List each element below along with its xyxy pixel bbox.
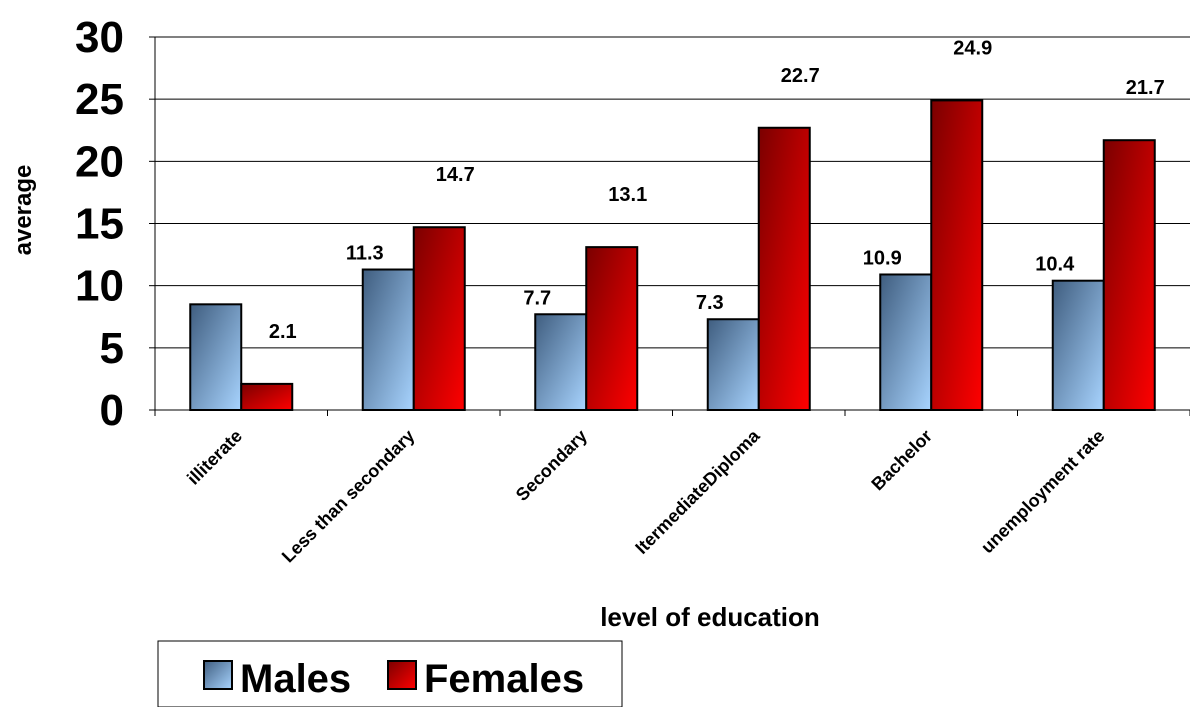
- data-label-males-itermediatediploma: 7.3: [696, 292, 724, 314]
- legend-label-males: Males: [240, 657, 351, 701]
- bar-females-less-than-secondary: [412, 226, 466, 411]
- y-tick-label-10: 10: [75, 262, 124, 311]
- bar-males-bachelor: [879, 273, 933, 411]
- y-tick-label-25: 25: [75, 75, 124, 124]
- y-tick-label-15: 15: [75, 200, 124, 249]
- bars: [189, 99, 1156, 412]
- data-label-males-secondary: 7.7: [523, 287, 551, 309]
- legend: Males Females: [157, 640, 623, 708]
- gridlines: [155, 36, 1190, 349]
- bar-females-secondary: [585, 246, 639, 411]
- data-label-males-bachelor: 10.9: [863, 247, 902, 269]
- data-label-males-less-than-secondary: 11.3: [346, 243, 384, 265]
- y-tick-label-0: 0: [100, 386, 124, 435]
- x-tick-label-unemployment-rate: unemployment rate: [977, 426, 1109, 558]
- bar-males-unemployment-rate: [1051, 279, 1105, 411]
- axes: [149, 36, 1190, 416]
- x-tick-label-bachelor: Bachelor: [867, 426, 936, 495]
- data-label-females-less-than-secondary: 14.7: [436, 164, 475, 186]
- bar-males-less-than-secondary: [361, 268, 415, 411]
- x-tick-label-itermediatediploma: ItermediateDiploma: [631, 425, 764, 558]
- legend-label-females: Females: [424, 657, 584, 701]
- y-tick-label-30: 30: [75, 13, 124, 62]
- x-axis-title: level of education: [600, 602, 820, 632]
- x-tick-label-less-than-secondary: Less than secondary: [278, 426, 419, 567]
- bar-females-itermediatediploma: [757, 126, 811, 411]
- data-labels: 2.1 11.3 14.7 7.7 13.1 7.3 22.7 10.9 24.9 10.4 21.…: [269, 37, 1165, 342]
- data-label-females-unemployment-rate: 21.7: [1126, 77, 1165, 99]
- bar-males-illiterate: [189, 303, 243, 412]
- data-label-females-bachelor: 24.9: [953, 37, 992, 59]
- data-label-males-unemployment-rate: 10.4: [1035, 254, 1075, 276]
- bar-females-illiterate: [240, 382, 294, 412]
- bar-males-itermediatediploma: [706, 318, 760, 411]
- bar-females-unemployment-rate: [1102, 139, 1156, 412]
- y-tick-label-20: 20: [75, 137, 124, 186]
- y-tick-label-5: 5: [100, 324, 124, 373]
- bar-males-secondary: [534, 313, 588, 411]
- data-label-females-secondary: 13.1: [608, 184, 647, 206]
- x-tick-label-secondary: Secondary: [512, 426, 591, 505]
- legend-swatch-males: [203, 660, 233, 690]
- y-axis-title: average: [10, 165, 37, 256]
- x-tick-label-illiterate: illiterate: [183, 426, 246, 489]
- bar-females-bachelor: [930, 99, 984, 411]
- data-label-females-itermediatediploma: 22.7: [781, 65, 820, 87]
- legend-swatch-females: [387, 660, 417, 690]
- data-label-females-illiterate: 2.1: [269, 321, 297, 343]
